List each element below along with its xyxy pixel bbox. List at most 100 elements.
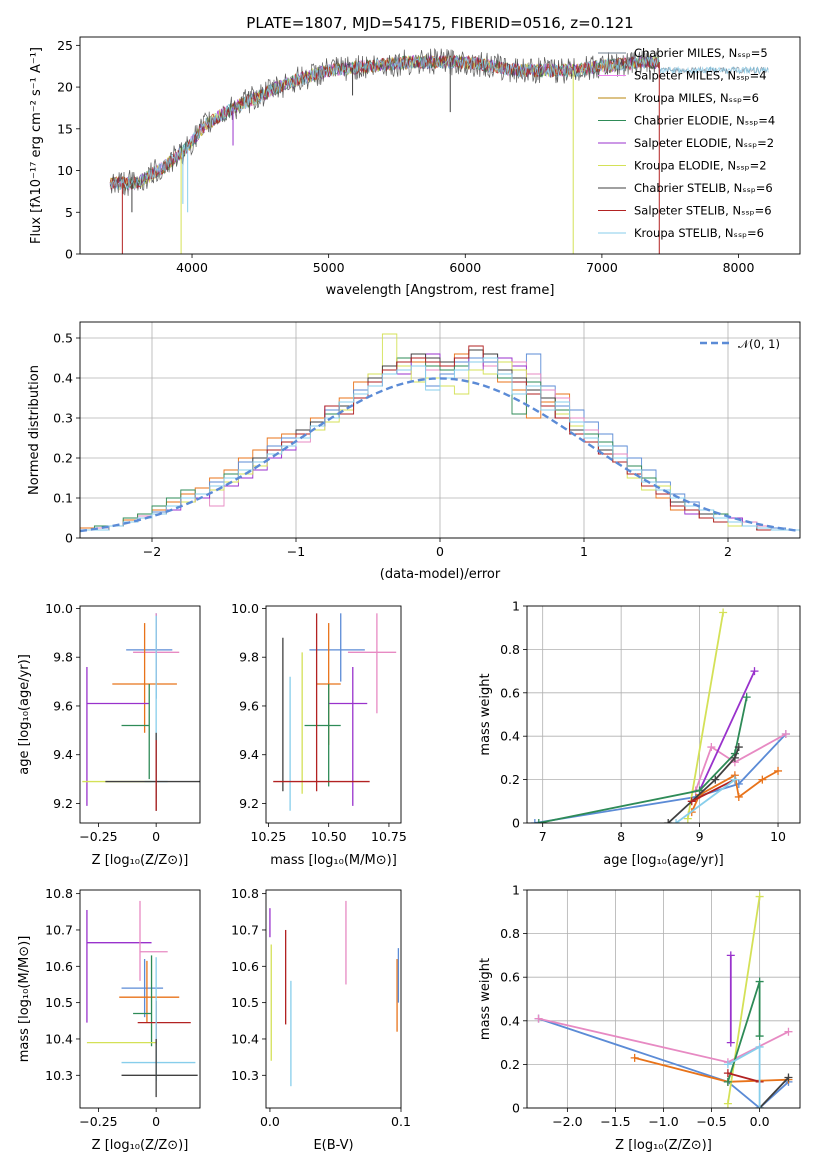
plot-area (80, 333, 800, 533)
weight-line (686, 612, 724, 819)
y-tick-label: 10.0 (45, 601, 73, 616)
y-tick-label: 5 (65, 205, 73, 220)
y-tick-label: 0.5 (53, 331, 73, 346)
y-tick-label: 10.7 (45, 922, 73, 937)
y-tick-label: 25 (57, 38, 73, 53)
x-tick-label: 10.50 (311, 829, 347, 844)
y-tick-label: 0.1 (53, 491, 73, 506)
legend-label: Salpeter MILES, Nₛₛₚ=4 (634, 69, 767, 83)
x-axis-label: age [log₁₀(age/yr)] (603, 853, 724, 868)
weight-line (727, 896, 761, 1104)
x-tick-label: 4000 (176, 260, 208, 275)
y-tick-label: 10.5 (231, 995, 259, 1010)
y-axis-label: Normed distribution (27, 365, 42, 495)
plot-area (530, 608, 790, 823)
weight-marker (534, 819, 543, 823)
y-tick-label: 10.3 (45, 1068, 73, 1083)
weight-marker (723, 1099, 732, 1108)
legend-label: Kroupa ELODIE, Nₛₛₚ=2 (634, 159, 767, 173)
x-tick-label: −2 (143, 544, 161, 559)
y-axis-label: mass weight (478, 958, 493, 1040)
y-tick-label: 10.6 (45, 959, 73, 974)
weight-line (698, 670, 756, 791)
weight-line (691, 778, 736, 803)
y-tick-label: 10 (57, 163, 73, 178)
weight-marker (534, 1014, 543, 1023)
y-tick-label: 0.4 (53, 371, 73, 386)
spectrum-line (109, 55, 769, 190)
x-axis-label: Z [log₁₀(Z/Z⊙)] (92, 1138, 189, 1153)
plot-area (269, 900, 400, 1087)
weight-line (534, 733, 787, 823)
x-tick-label: 10 (770, 829, 786, 844)
x-tick-label: −0.5 (696, 1114, 726, 1129)
weight-marker (755, 1032, 764, 1041)
x-tick-label: 0.1 (391, 1114, 411, 1129)
y-axis-label: age [log₁₀(age/yr)] (17, 654, 32, 775)
legend-label: 𝒩(0, 1) (738, 337, 780, 351)
y-tick-label: 1 (512, 883, 520, 898)
y-tick-label: 0 (512, 1101, 520, 1116)
weight-marker (781, 730, 790, 739)
axes-frame (79, 36, 801, 255)
weight-marker (723, 1077, 732, 1086)
y-tick-label: 10.5 (45, 995, 73, 1010)
y-tick-label: 9.8 (53, 650, 73, 665)
weight-marker (784, 1073, 793, 1082)
spectrum-title: PLATE=1807, MJD=54175, FIBERID=0516, z=0… (246, 14, 633, 32)
y-tick-label: 10.6 (231, 959, 259, 974)
weight-marker (711, 775, 720, 784)
y-tick-label: 9.4 (239, 747, 259, 762)
gaussian-curve (80, 377, 800, 533)
weight-line (694, 733, 787, 791)
x-tick-label: −0.25 (79, 1114, 117, 1129)
axes-frame (79, 889, 201, 1109)
y-tick-label: 0.4 (500, 1013, 520, 1028)
plot-area (86, 900, 198, 1098)
weight-marker (755, 1104, 764, 1108)
weight-marker (707, 743, 716, 752)
y-tick-label: 0.6 (500, 970, 520, 985)
y-tick-label: 10.7 (231, 922, 259, 937)
x-tick-label: 1 (580, 544, 588, 559)
y-tick-label: 0.3 (53, 411, 73, 426)
x-axis-label: wavelength [Angstrom, rest frame] (326, 283, 555, 298)
legend-label: Chabrier ELODIE, Nₛₛₚ=4 (634, 114, 775, 128)
plot-area (534, 892, 793, 1108)
weight-marker (755, 1042, 764, 1051)
y-tick-label: 0.4 (500, 729, 520, 744)
plot-area (82, 613, 200, 811)
y-tick-label: 0 (65, 247, 73, 262)
weight-line (538, 1017, 790, 1108)
legend-label: Chabrier MILES, Nₛₛₚ=5 (634, 46, 768, 60)
weight-marker (758, 775, 767, 784)
x-axis-label: Z [log₁₀(Z/Z⊙)] (92, 853, 189, 868)
y-tick-label: 0.2 (53, 451, 73, 466)
y-tick-label: 10.4 (231, 1031, 259, 1046)
x-tick-label: −2.0 (552, 1114, 582, 1129)
weight-marker (726, 951, 735, 960)
axes-frame (265, 889, 402, 1109)
y-tick-label: 10.4 (45, 1031, 73, 1046)
y-tick-label: 0.6 (500, 685, 520, 700)
axes-frame (526, 605, 801, 824)
y-tick-label: 9.4 (53, 747, 73, 762)
weight-marker (734, 743, 743, 752)
x-axis-label: Z [log₁₀(Z/Z⊙)] (615, 1138, 712, 1153)
weight-marker (683, 814, 692, 823)
x-tick-label: 0 (152, 1114, 160, 1129)
weight-marker (726, 1038, 735, 1047)
y-axis-label: Flux [fλ10⁻¹⁷ erg cm⁻² s⁻¹ A⁻¹] (29, 47, 44, 244)
legend-label: Kroupa STELIB, Nₛₛₚ=6 (634, 226, 764, 240)
x-tick-label: −1.5 (600, 1114, 630, 1129)
y-tick-label: 9.2 (53, 796, 73, 811)
weight-marker (723, 1060, 732, 1069)
legend-label: Chabrier STELIB, Nₛₛₚ=6 (634, 181, 773, 195)
legend-label: Salpeter STELIB, Nₛₛₚ=6 (634, 204, 772, 218)
weight-marker (755, 977, 764, 986)
y-tick-label: 9.8 (239, 650, 259, 665)
y-tick-label: 0 (65, 531, 73, 546)
x-tick-label: 8000 (723, 260, 755, 275)
